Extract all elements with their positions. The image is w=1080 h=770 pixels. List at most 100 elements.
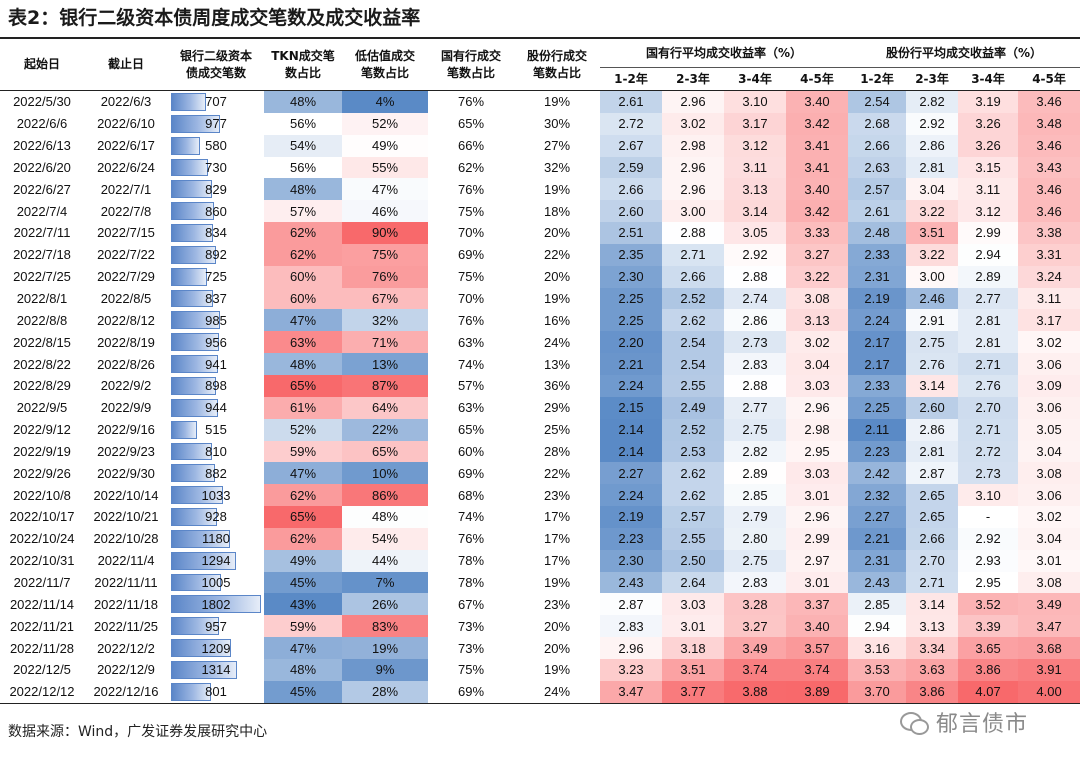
end-date-cell: 2022/6/10 (97, 116, 155, 132)
state-yield-2-3y-cell: 2.62 (662, 484, 724, 507)
joint-yield-2-3y-cell: 3.34 (906, 637, 959, 659)
joint-yield-3-4y-cell: 2.81 (958, 331, 1019, 354)
trade-count-value: 834 (205, 225, 227, 241)
header-state-tenor: 3-4年 (724, 67, 786, 91)
low-valuation-share-cell: 67% (342, 287, 428, 310)
state-yield-1-2y-cell: 2.51 (600, 222, 662, 244)
joint-yield-4-5y-cell: 3.06 (1018, 353, 1080, 375)
watermark-text: 郁言债市 (936, 712, 1029, 737)
header-state-tenor: 1-2年 (600, 67, 662, 91)
state-yield-4-5y-cell: 3.04 (786, 353, 849, 375)
trade-count-bar (171, 245, 216, 264)
joint-yield-4-5y-cell: 3.02 (1018, 331, 1080, 354)
trade-count-bar (171, 180, 213, 199)
joint-yield-2-3y-cell: 2.92 (906, 112, 959, 135)
start-date-cell: 2022/11/14 (9, 596, 75, 612)
state-yield-4-5y-cell: 2.96 (786, 506, 849, 528)
trade-count-cell: 1209 (168, 637, 264, 659)
header-state-tenor: 4-5年 (786, 67, 849, 91)
state-yield-1-2y-cell: 2.61 (600, 90, 662, 113)
state-yield-1-2y-cell: 2.24 (600, 374, 662, 397)
joint-stock-share-cell: 24% (514, 680, 600, 704)
start-date-cell: 2022/5/30 (13, 94, 71, 110)
state-yield-4-5y-cell: 3.01 (786, 484, 849, 507)
state-yield-1-2y-cell: 2.30 (600, 549, 662, 572)
start-date-cell: 2022/8/29 (13, 378, 71, 394)
trade-count-bar (171, 202, 214, 221)
state-yield-1-2y-cell: 2.19 (600, 506, 662, 528)
table-row: 2022/5/30 2022/6/3 707 48% 4% 76% 19% 2.61 2.96 3… (0, 90, 1080, 113)
state-yield-1-2y-cell: 2.30 (600, 265, 662, 288)
state-yield-1-2y-cell: 2.87 (600, 593, 662, 616)
header-joint-tenor: 1-2年 (848, 67, 907, 91)
trade-count-cell: 944 (168, 397, 264, 419)
low-valuation-share-cell: 32% (342, 309, 428, 332)
end-date-cell: 2022/6/24 (97, 159, 155, 175)
state-yield-2-3y-cell: 2.53 (662, 440, 724, 463)
trade-count-bar (171, 617, 219, 636)
trade-count-cell: 834 (168, 222, 264, 244)
top-rule (0, 37, 1080, 39)
joint-yield-2-3y-cell: 2.76 (906, 353, 959, 375)
state-bank-share-cell: 76% (457, 312, 485, 328)
trade-count-bar (171, 289, 213, 308)
joint-yield-2-3y-cell: 2.86 (906, 134, 959, 157)
tkn-share-cell: 62% (264, 243, 342, 266)
joint-yield-1-2y-cell: 3.53 (848, 658, 907, 681)
joint-stock-share-cell: 20% (543, 269, 571, 285)
joint-yield-4-5y-cell: 3.38 (1018, 222, 1080, 244)
joint-yield-2-3y-cell: 3.13 (906, 615, 959, 638)
state-yield-2-3y-cell: 2.98 (662, 134, 724, 157)
tkn-share-cell: 65% (264, 374, 342, 397)
end-date-cell: 2022/10/21 (93, 509, 159, 525)
joint-yield-1-2y-cell: 2.48 (848, 222, 907, 244)
joint-stock-share-cell: 19% (543, 662, 571, 678)
joint-yield-4-5y-cell: 3.04 (1018, 527, 1080, 550)
table-row: 2022/6/20 2022/6/24 730 56% 55% 62% 32% 2.59 2.9… (0, 156, 1080, 179)
trade-count-bar (171, 420, 197, 439)
watermark: 郁言债市 (900, 704, 1028, 740)
trade-count-bar (171, 355, 218, 373)
table-row: 2022/7/25 2022/7/29 725 60% 76% 75% 20% 2.30 2.6… (0, 265, 1080, 288)
state-yield-2-3y-cell: 2.96 (662, 156, 724, 179)
state-bank-share-cell: 69% (428, 680, 514, 704)
end-date-cell: 2022/7/29 (97, 269, 155, 285)
joint-stock-share-cell: 20% (543, 640, 571, 656)
joint-yield-1-2y-cell: 2.54 (848, 90, 907, 113)
state-yield-4-5y-cell: 3.37 (786, 593, 849, 616)
state-bank-share-cell: 62% (457, 159, 485, 175)
start-date-cell: 2022/7/18 (13, 247, 71, 263)
state-yield-2-3y-cell: 2.49 (662, 396, 724, 419)
trade-count-value: 1314 (201, 662, 231, 678)
state-yield-3-4y-cell: 2.83 (724, 353, 786, 375)
trade-count-bar (171, 486, 223, 505)
state-yield-3-4y-cell: 3.88 (724, 680, 786, 704)
state-bank-share-cell: 68% (457, 487, 485, 503)
trade-count-bar (171, 376, 216, 395)
state-yield-1-2y-cell: 2.83 (600, 615, 662, 638)
low-valuation-share-cell: 83% (342, 615, 428, 638)
trade-count-value: 829 (205, 181, 227, 197)
state-yield-2-3y-cell: 2.66 (662, 265, 724, 288)
state-yield-2-3y-cell: 2.50 (662, 549, 724, 572)
table-row: 2022/11/14 2022/11/18 1802 43% 26% 67% 23% 2.87… (0, 593, 1080, 616)
end-date-cell: 2022/9/30 (97, 465, 155, 481)
end-date-cell: 2022/9/23 (97, 443, 155, 459)
state-yield-2-3y-cell: 2.96 (662, 178, 724, 201)
state-yield-1-2y-cell: 2.24 (600, 484, 662, 507)
state-yield-4-5y-cell: 3.41 (786, 156, 849, 179)
table-row: 2022/6/6 2022/6/10 977 56% 52% 65% 30% 2.72 3.02… (0, 112, 1080, 135)
joint-stock-share-cell: 17% (543, 509, 571, 525)
joint-stock-share-cell: 25% (543, 422, 571, 438)
joint-yield-2-3y-cell: 2.66 (906, 527, 959, 550)
joint-stock-share-cell: 24% (543, 334, 571, 350)
state-yield-4-5y-cell: 2.98 (786, 418, 849, 441)
trade-count-cell: 1005 (168, 572, 264, 594)
state-yield-1-2y-cell: 2.66 (600, 178, 662, 201)
state-yield-4-5y-cell: 3.33 (786, 222, 849, 244)
joint-yield-3-4y-cell: 3.52 (958, 593, 1019, 616)
joint-yield-4-5y-cell: 3.08 (1018, 462, 1080, 485)
header-joint-tenor: 4-5年 (1018, 67, 1080, 91)
joint-stock-share-cell: 20% (543, 618, 571, 634)
end-date-cell: 2022/12/2 (97, 640, 155, 656)
